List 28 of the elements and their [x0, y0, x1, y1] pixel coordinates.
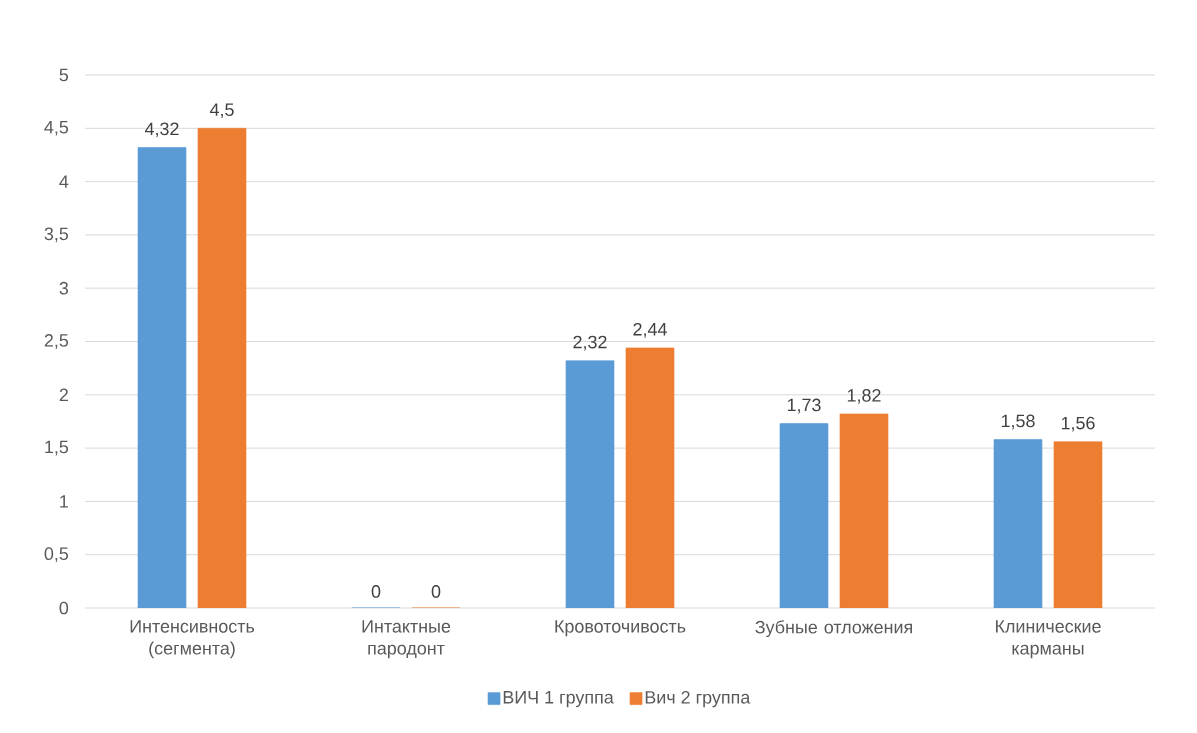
x-tick-label: Интактные пародонт [362, 620, 451, 659]
data-label: 2,32 [573, 335, 607, 351]
y-tick-label: 1 [60, 495, 68, 508]
x-tick-label: Клинические карманы [995, 620, 1101, 659]
data-label: 4,32 [144, 122, 179, 138]
data-label: 1,56 [1061, 416, 1095, 432]
x-tick-label: Кровоточивость [555, 620, 686, 637]
y-tick-label: 4,5 [44, 120, 69, 136]
x-tick-label: Зубные отложения [755, 620, 912, 638]
data-label: 2,44 [633, 322, 667, 338]
data-label: 0 [431, 585, 441, 598]
legend-label: Вич 2 группа [645, 690, 751, 708]
data-label: 1,73 [787, 398, 821, 414]
legend-label: ВИЧ 1 группа [503, 691, 614, 708]
y-tick-label: 3 [59, 281, 69, 295]
data-label: 0 [371, 585, 381, 598]
y-tick-label: 0 [59, 601, 69, 615]
y-tick-label: 0,5 [44, 547, 69, 563]
y-tick-label: 4 [59, 175, 69, 188]
data-label: 1,58 [1001, 414, 1035, 430]
y-tick-label: 2,5 [44, 334, 69, 349]
data-label: 4,5 [209, 103, 234, 119]
y-tick-label: 5 [59, 68, 69, 82]
y-tick-label: 1,5 [45, 440, 69, 456]
y-tick-label: 2 [59, 388, 68, 402]
y-tick-label: 3,5 [44, 227, 69, 243]
x-tick-label: Интенсивность (сегмента) [130, 620, 255, 659]
data-label: 1,82 [847, 388, 881, 404]
